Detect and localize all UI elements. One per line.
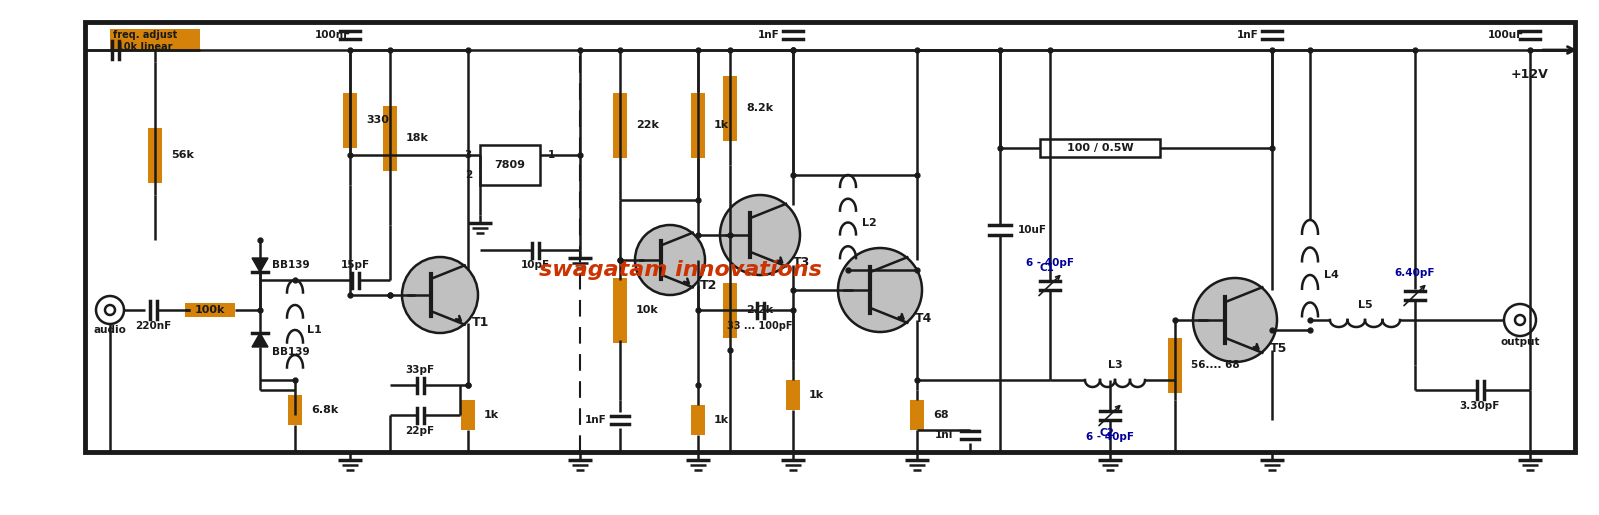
Text: T4: T4 [915,313,932,325]
Text: 1k: 1k [715,120,729,130]
Bar [910,400,924,430]
Bar [691,405,705,435]
Bar [612,93,627,158]
Text: L4: L4 [1324,270,1338,280]
Circle shape [1514,315,1525,325]
Circle shape [838,248,923,332]
Text: 15pF: 15pF [341,260,369,270]
Text: 1nI: 1nI [935,430,953,440]
Text: 1k: 1k [809,390,823,400]
Polygon shape [253,258,269,272]
Text: 6.8k: 6.8k [310,405,339,415]
Circle shape [401,257,478,333]
Text: T1: T1 [472,316,489,329]
Text: freq. adjust: freq. adjust [114,30,177,40]
Text: 6.40pF: 6.40pF [1394,268,1436,278]
Circle shape [720,195,800,275]
Text: 2.2k: 2.2k [747,305,774,315]
Text: 10k: 10k [636,305,659,315]
Bar [85,22,1575,452]
Bar [691,93,705,158]
Text: 10uF: 10uF [1019,225,1047,235]
Circle shape [96,296,125,324]
Text: 8.2k: 8.2k [747,103,774,113]
Circle shape [106,305,115,315]
Bar [110,29,200,51]
Text: L1: L1 [307,325,321,335]
Text: C2: C2 [1100,428,1115,438]
Text: BB139: BB139 [272,347,310,357]
Text: 100 / 0.5W: 100 / 0.5W [1067,143,1134,153]
Text: L2: L2 [862,217,876,228]
Bar [723,76,737,141]
Text: 18k: 18k [406,133,429,143]
Text: +12V: +12V [1511,68,1549,81]
Circle shape [1505,304,1537,336]
Text: swagatam innovations: swagatam innovations [539,260,822,280]
Text: 33 ... 100pF: 33 ... 100pF [728,321,793,331]
Text: 22pF: 22pF [406,426,435,436]
Text: 1nF: 1nF [758,30,780,40]
Text: 33pF: 33pF [406,365,435,375]
Text: 1nF: 1nF [1238,30,1258,40]
Circle shape [635,225,705,295]
Text: 22k: 22k [636,120,659,130]
Text: 10k linear: 10k linear [117,42,173,52]
Text: 220nF: 220nF [134,321,171,331]
Bar [612,278,627,342]
Text: 1k: 1k [484,410,499,420]
Text: 56k: 56k [171,150,193,160]
Bar [384,106,397,170]
Bar [1039,139,1159,157]
Text: 2: 2 [465,170,472,180]
Bar [787,380,800,410]
Text: L3: L3 [1108,360,1122,370]
Bar [149,128,161,182]
Text: 10pF: 10pF [520,260,550,270]
Text: 100uF: 100uF [1489,30,1524,40]
Text: T2: T2 [699,279,716,292]
Text: 1k: 1k [715,415,729,425]
Bar [288,395,302,425]
Text: L5: L5 [1358,300,1372,310]
Text: 1nF: 1nF [585,415,606,425]
Text: BB139: BB139 [272,260,310,270]
Text: C1: C1 [1039,263,1055,273]
Text: 68: 68 [932,410,948,420]
Text: 7809: 7809 [494,160,526,170]
Text: 6 - 40pF: 6 - 40pF [1027,258,1075,268]
Text: 330: 330 [366,115,389,125]
Text: 100k: 100k [195,305,225,315]
Polygon shape [253,333,269,347]
Bar [344,93,357,147]
Text: T5: T5 [1270,342,1287,355]
Text: 6 - 40pF: 6 - 40pF [1086,432,1134,442]
Text: 1: 1 [548,150,555,160]
Text: T3: T3 [793,256,811,269]
Bar [185,303,235,317]
Text: 3.30pF: 3.30pF [1460,401,1500,411]
Bar [461,400,475,430]
Circle shape [1193,278,1278,362]
Text: 100nF: 100nF [315,30,352,40]
Bar [1167,337,1182,392]
Text: audio: audio [94,325,126,335]
Bar [480,145,540,185]
Text: output: output [1500,337,1540,347]
Text: 56.... 68: 56.... 68 [1191,360,1239,370]
Text: 3: 3 [465,150,472,160]
Bar [723,283,737,337]
